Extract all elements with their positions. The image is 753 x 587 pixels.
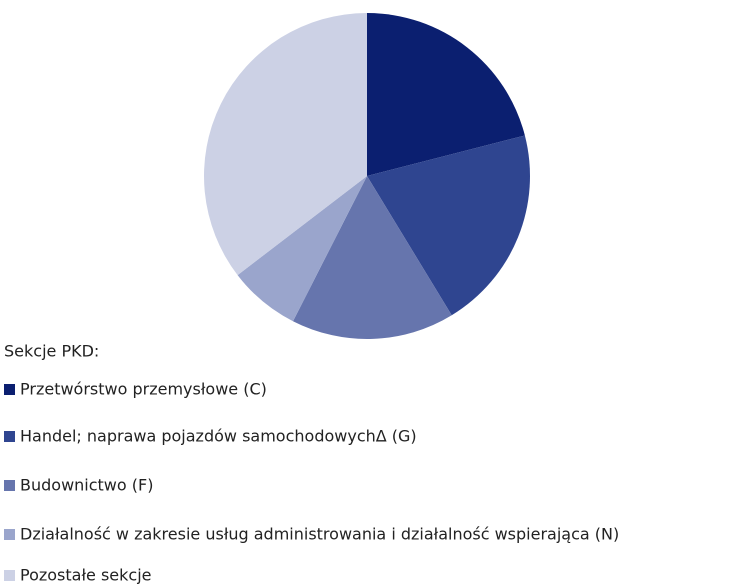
legend-swatch [4, 480, 15, 491]
legend-label: Działalność w zakresie usług administrow… [20, 525, 619, 544]
pie-slice [237, 176, 367, 322]
legend-swatch [4, 570, 15, 581]
legend-swatch [4, 431, 15, 442]
legend-label: Handel; naprawa pojazdów samochodowychΔ … [20, 427, 417, 446]
legend-swatch [4, 529, 15, 540]
legend-swatch [4, 384, 15, 395]
legend-label: Budownictwo (F) [20, 476, 153, 495]
legend-title: Sekcje PKD: [4, 342, 99, 361]
pie-slice [292, 176, 452, 339]
pie-slice [367, 135, 530, 316]
pie-slice [203, 13, 367, 276]
legend-label: Przetwórstwo przemysłowe (C) [20, 380, 267, 399]
pie-slice [367, 13, 525, 176]
legend-label: Pozostałe sekcje [20, 566, 151, 585]
